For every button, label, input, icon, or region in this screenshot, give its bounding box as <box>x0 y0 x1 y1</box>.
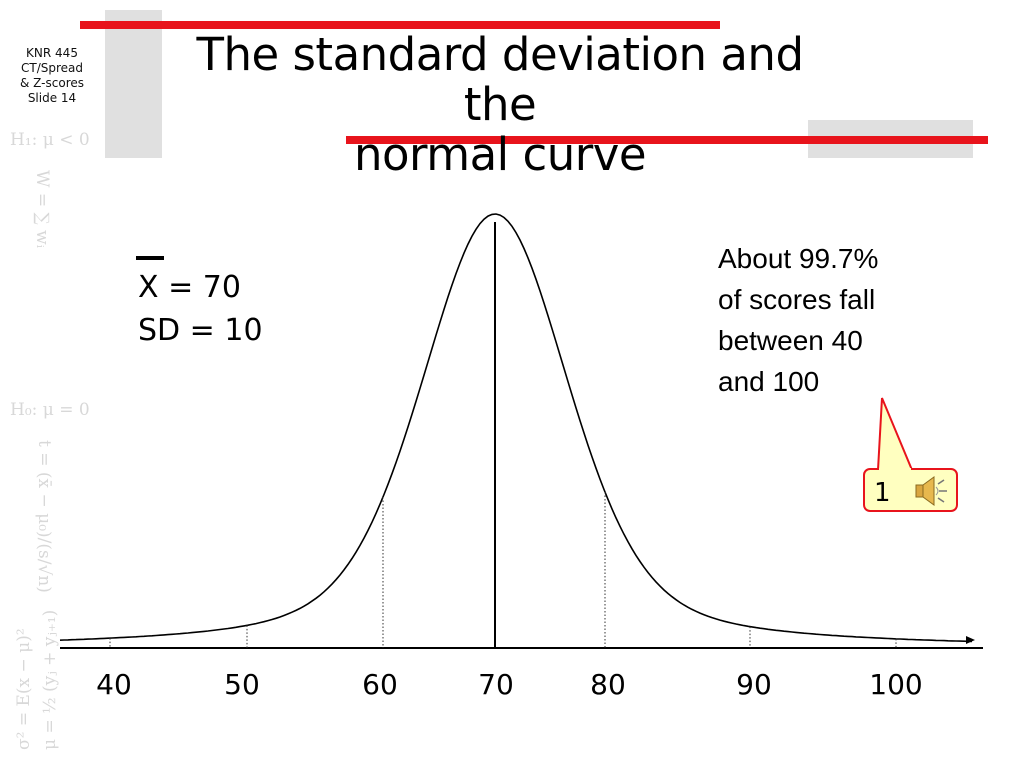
normal-curve <box>59 213 973 643</box>
course-topic: CT/Spread <box>20 61 83 75</box>
slide-title-line-1: The standard deviation and the <box>196 28 804 131</box>
slide-title: The standard deviation and the normal cu… <box>160 30 840 180</box>
tick-label-70: 70 <box>478 668 514 701</box>
mean-symbol-letter: X <box>138 270 159 305</box>
sd-line: SD = 10 <box>138 313 263 348</box>
callout-number: 1 <box>874 478 891 508</box>
decorative-formula-strip: H₁: μ < 0 W = ∑ wᵢ H₀: μ = 0 t = (x̄ − μ… <box>8 130 108 760</box>
tick-label-40: 40 <box>96 668 132 701</box>
callout-join <box>879 468 911 472</box>
formula-w: W = ∑ wᵢ <box>32 170 52 249</box>
formula-t: t = (x̄ − μ₀)/(s/√n) <box>34 440 54 593</box>
formula-h1: H₁: μ < 0 <box>10 130 90 150</box>
slide-course-label: KNR 445 CT/Spread & Z-scores Slide 14 <box>4 46 100 106</box>
title-band-left <box>105 10 162 158</box>
note-line-4: and 100 <box>718 366 820 397</box>
mean-symbol: X <box>136 256 164 309</box>
note-line-1: About 99.7% <box>718 243 879 274</box>
speaker-icon[interactable] <box>915 476 947 506</box>
tick-label-100: 100 <box>869 668 923 701</box>
formula-h0: H₀: μ = 0 <box>10 400 90 420</box>
title-rule-top <box>80 21 720 29</box>
note-line-3: between 40 <box>718 325 863 356</box>
sample-stats: X = 70 SD = 10 <box>136 256 263 352</box>
mean-value: = 70 <box>158 270 241 305</box>
mean-overbar <box>136 256 164 260</box>
callout-pointer <box>876 397 914 471</box>
mean-line: X = 70 <box>136 256 263 309</box>
course-code: KNR 445 <box>26 46 78 60</box>
tick-label-50: 50 <box>224 668 260 701</box>
tick-label-80: 80 <box>590 668 626 701</box>
normal-curve-group <box>59 213 975 648</box>
note-line-2: of scores fall <box>718 284 876 315</box>
slide-title-line-2: normal curve <box>353 128 647 181</box>
formula-mu: μ = ½ (yⱼ + yⱼ₊₁) <box>40 609 60 750</box>
title-rule-bottom <box>346 136 988 144</box>
curve-arrowhead <box>966 636 975 644</box>
coverage-note: About 99.7% of scores fall between 40 an… <box>718 238 938 402</box>
tick-label-90: 90 <box>736 668 772 701</box>
slide-number: Slide 14 <box>27 91 77 105</box>
tick-label-60: 60 <box>362 668 398 701</box>
course-subtopic: & Z-scores <box>19 76 84 90</box>
formula-sigma: σ² = E(x − μ)² <box>14 628 34 750</box>
